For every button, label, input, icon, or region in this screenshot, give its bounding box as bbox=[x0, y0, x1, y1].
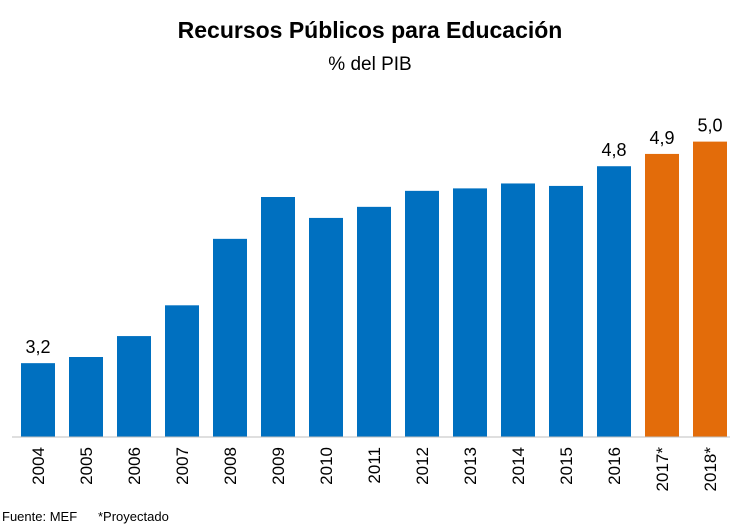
source-note: Fuente: MEF bbox=[2, 509, 77, 524]
x-tick-label: 2007 bbox=[173, 447, 192, 485]
x-tick-label: 2009 bbox=[269, 447, 288, 485]
bar bbox=[261, 197, 295, 437]
footnote: *Proyectado bbox=[98, 509, 169, 524]
x-tick-label: 2004 bbox=[29, 447, 48, 485]
x-tick-label: 2010 bbox=[317, 447, 336, 485]
bar bbox=[693, 141, 727, 437]
chart-title: Recursos Públicos para Educación bbox=[178, 17, 563, 43]
bar bbox=[405, 190, 439, 437]
bar bbox=[357, 206, 391, 437]
data-label: 4,8 bbox=[601, 140, 626, 160]
x-tick-label: 2012 bbox=[413, 447, 432, 485]
x-tick-label: 2014 bbox=[509, 447, 528, 485]
bar bbox=[213, 238, 247, 437]
x-tick-label: 2018* bbox=[701, 447, 720, 492]
x-tick-label: 2008 bbox=[221, 447, 240, 485]
bar bbox=[117, 336, 151, 437]
x-tick-label: 2011 bbox=[365, 447, 384, 484]
x-tick-label: 2017* bbox=[653, 447, 672, 492]
bar bbox=[69, 357, 103, 437]
chart-subtitle: % del PIB bbox=[328, 54, 411, 75]
bar bbox=[549, 185, 583, 437]
data-label: 3,2 bbox=[25, 337, 50, 357]
bar bbox=[501, 183, 535, 437]
data-label: 5,0 bbox=[697, 116, 722, 136]
bar bbox=[597, 166, 631, 437]
x-tick-label: 2005 bbox=[77, 447, 96, 485]
bar bbox=[453, 188, 487, 437]
x-tick-label: 2015 bbox=[557, 447, 576, 485]
bar bbox=[165, 305, 199, 437]
bar bbox=[645, 153, 679, 437]
data-label: 4,9 bbox=[649, 128, 674, 148]
bar bbox=[309, 217, 343, 437]
x-tick-label: 2006 bbox=[125, 447, 144, 485]
x-tick-label: 2016 bbox=[605, 447, 624, 485]
x-tick-label: 2013 bbox=[461, 447, 480, 485]
bar bbox=[21, 363, 55, 437]
